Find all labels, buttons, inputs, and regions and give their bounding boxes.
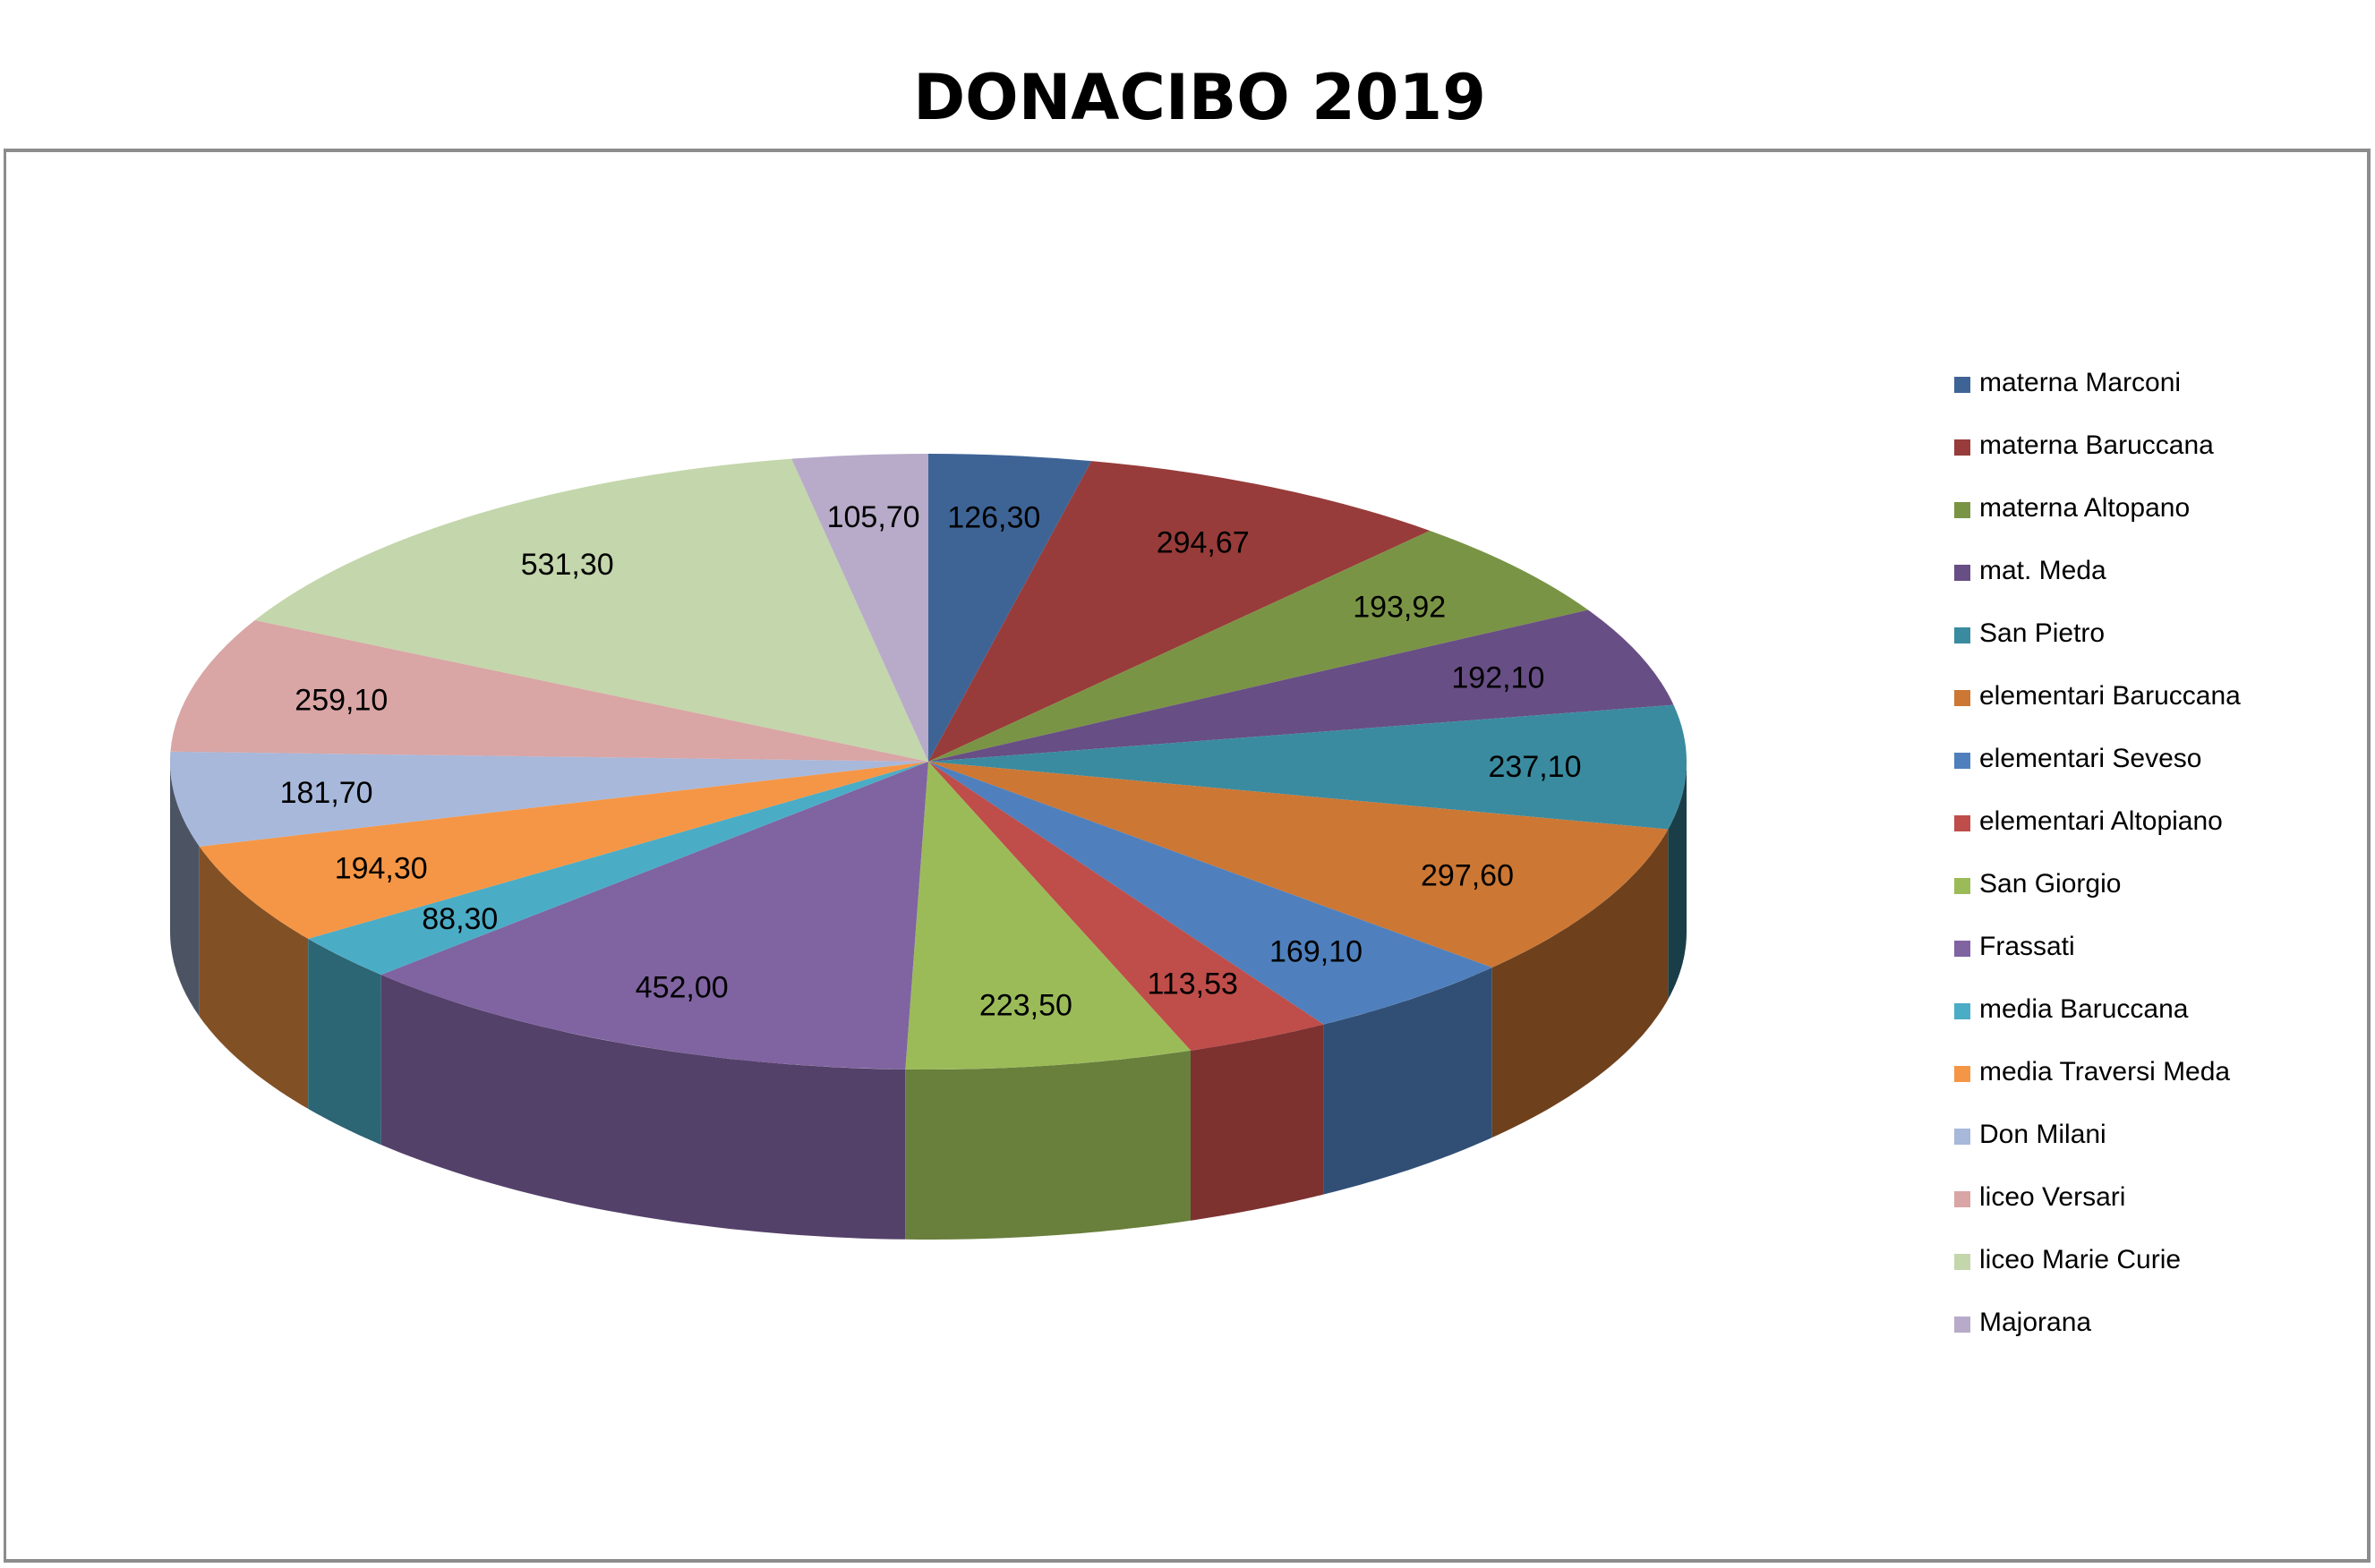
- pie-slice-12: [169, 751, 928, 847]
- data-label-3: 192,10: [1451, 661, 1544, 695]
- legend-label: Majorana: [1979, 1308, 2092, 1337]
- legend-swatch: [1954, 377, 1970, 393]
- pie-top: [169, 453, 1687, 1069]
- pie-slice-4: [928, 704, 1687, 830]
- legend-label: elementari Altopiano: [1979, 806, 2223, 836]
- legend-label: San Giorgio: [1979, 869, 2122, 899]
- pie-labels: 126,30 294,67 193,92 192,10 237,10 297,60 169,…: [280, 500, 1582, 1023]
- pie-sides: [170, 762, 1687, 1240]
- pie-slice-10: [308, 762, 928, 976]
- legend-label: mat. Meda: [1979, 556, 2106, 585]
- pie-side-6: [1323, 967, 1492, 1195]
- legend-label: Don Milani: [1979, 1120, 2106, 1149]
- pie-side-10: [308, 938, 381, 1146]
- data-label-11: 194,30: [335, 852, 428, 886]
- legend-label: media Baruccana: [1979, 994, 2189, 1024]
- chart-title: DONACIBO 2019: [913, 61, 1486, 134]
- legend-swatch: [1954, 753, 1970, 769]
- legend-swatch: [1954, 627, 1970, 643]
- data-label-7: 113,53: [1147, 967, 1237, 1001]
- pie-side-4: [1668, 762, 1687, 1000]
- data-label-5: 297,60: [1421, 858, 1514, 892]
- pie-slice-9: [380, 762, 928, 1069]
- data-label-12: 181,70: [280, 776, 373, 810]
- pie-slice-15: [791, 453, 928, 762]
- legend-label: materna Marconi: [1979, 368, 2182, 397]
- legend-label: Frassati: [1979, 932, 2075, 961]
- legend-label: San Pietro: [1979, 618, 2106, 648]
- pie-side-12: [170, 762, 200, 1017]
- pie-side-9: [380, 975, 906, 1240]
- data-label-9: 452,00: [636, 971, 729, 1005]
- pie-slice-13: [170, 620, 928, 762]
- data-label-6: 169,10: [1269, 935, 1363, 969]
- pie-slice-3: [928, 609, 1674, 762]
- pie-slice-14: [254, 458, 928, 762]
- legend-swatch: [1954, 1003, 1970, 1019]
- legend-swatch: [1954, 878, 1970, 894]
- data-label-1: 294,67: [1157, 526, 1250, 560]
- legend-label: elementari Seveso: [1979, 744, 2202, 773]
- data-label-10: 88,30: [422, 902, 498, 936]
- legend-swatch: [1954, 1066, 1970, 1082]
- pie-slice-6: [928, 762, 1492, 1025]
- data-label-14: 531,30: [521, 548, 614, 582]
- data-label-0: 126,30: [947, 500, 1040, 534]
- legend-swatch: [1954, 1254, 1970, 1270]
- pie-side-8: [905, 1050, 1191, 1240]
- legend-swatch: [1954, 690, 1970, 706]
- pie-slice-11: [199, 762, 929, 939]
- legend-label: liceo Versari: [1979, 1182, 2126, 1212]
- pie-side-11: [199, 846, 309, 1109]
- legend-label: elementari Baruccana: [1979, 681, 2241, 711]
- legend-label: materna Altopano: [1979, 493, 2191, 523]
- pie-side-5: [1491, 829, 1669, 1138]
- data-label-13: 259,10: [295, 684, 388, 718]
- legend-swatch: [1954, 1317, 1970, 1333]
- legend-swatch: [1954, 439, 1970, 456]
- pie-slice-2: [928, 531, 1588, 762]
- legend-label: media Traversi Meda: [1979, 1057, 2231, 1087]
- pie-slice-8: [905, 762, 1191, 1069]
- legend-swatch: [1954, 1191, 1970, 1207]
- data-label-15: 105,70: [827, 500, 920, 534]
- legend-swatch: [1954, 941, 1970, 957]
- data-label-8: 223,50: [979, 989, 1072, 1023]
- pie-slice-0: [928, 454, 1092, 762]
- legend-label: materna Baruccana: [1979, 430, 2214, 460]
- data-label-2: 193,92: [1353, 591, 1446, 625]
- legend-swatch: [1954, 565, 1970, 581]
- pie-slice-7: [928, 762, 1324, 1051]
- legend-swatch: [1954, 502, 1970, 518]
- chart-frame: [4, 149, 2371, 1563]
- pie-slice-5: [928, 762, 1669, 967]
- pie-slice-1: [928, 461, 1431, 762]
- legend-swatch: [1954, 815, 1970, 831]
- pie-side-7: [1191, 1024, 1324, 1221]
- legend-label: liceo Marie Curie: [1979, 1245, 2182, 1274]
- data-label-4: 237,10: [1489, 750, 1582, 784]
- legend-swatch: [1954, 1129, 1970, 1145]
